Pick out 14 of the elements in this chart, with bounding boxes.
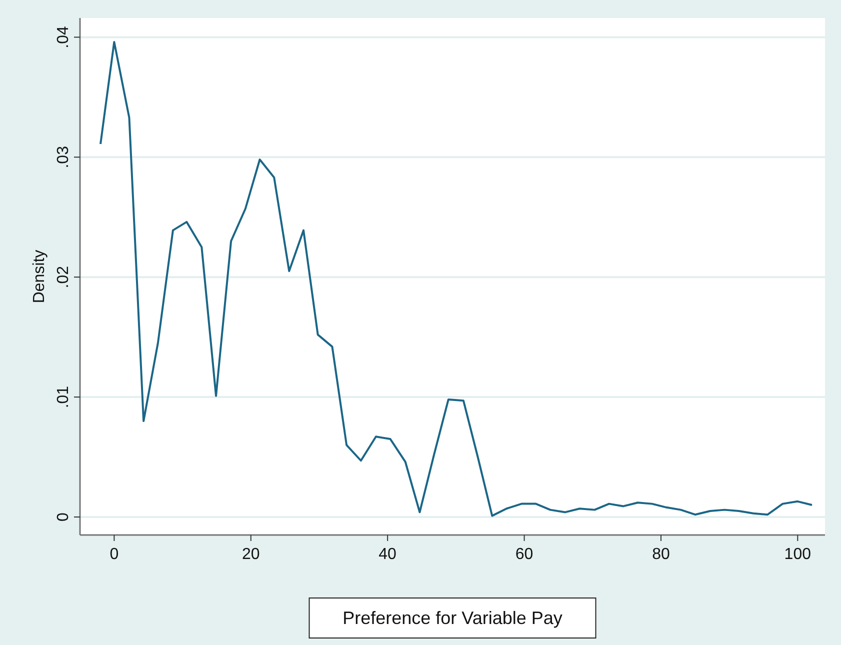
y-axis-title: Density — [31, 250, 48, 304]
y-tick-label: 0 — [55, 512, 72, 522]
x-tick-label: 80 — [652, 546, 670, 563]
line-series — [100, 40, 814, 517]
y-tick-label: .04 — [55, 26, 72, 48]
y-tick-label: .02 — [55, 266, 72, 288]
x-tick-label: 20 — [242, 546, 260, 563]
x-tick-label: 0 — [110, 546, 119, 563]
y-tick-label: .01 — [55, 386, 72, 408]
x-tick-label: 100 — [784, 546, 812, 563]
x-axis-title: Preference for Variable Pay — [342, 608, 562, 628]
x-tick-label: 60 — [515, 546, 534, 563]
x-tick-label: 40 — [378, 546, 397, 563]
y-tick-label: .03 — [55, 146, 72, 168]
